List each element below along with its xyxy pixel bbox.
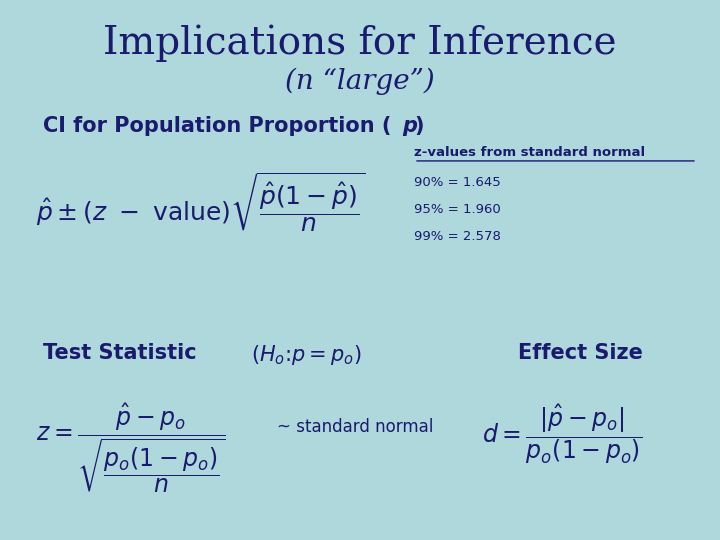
Text: 95% = 1.960: 95% = 1.960 bbox=[414, 202, 500, 215]
Text: p: p bbox=[402, 116, 417, 136]
Text: Implications for Inference: Implications for Inference bbox=[103, 24, 617, 62]
Text: $z = \dfrac{\hat{p} - p_o}{\sqrt{\dfrac{p_o(1-p_o)}{n}}}$: $z = \dfrac{\hat{p} - p_o}{\sqrt{\dfrac{… bbox=[36, 402, 226, 496]
Text: $(H_o\colon p = p_o)$: $(H_o\colon p = p_o)$ bbox=[251, 343, 361, 367]
Text: z-values from standard normal: z-values from standard normal bbox=[414, 146, 645, 159]
Text: 99% = 2.578: 99% = 2.578 bbox=[414, 230, 501, 242]
Text: Effect Size: Effect Size bbox=[518, 343, 643, 363]
Text: 90% = 1.645: 90% = 1.645 bbox=[414, 176, 500, 188]
Text: ): ) bbox=[414, 116, 423, 136]
Text: $d = \dfrac{|\hat{p} - p_o|}{p_o(1-p_o)}$: $d = \dfrac{|\hat{p} - p_o|}{p_o(1-p_o)}… bbox=[482, 402, 642, 466]
Text: ~ standard normal: ~ standard normal bbox=[277, 418, 433, 436]
Text: (n “large”): (n “large”) bbox=[285, 68, 435, 95]
Text: Test Statistic: Test Statistic bbox=[43, 343, 212, 363]
Text: CI for Population Proportion (: CI for Population Proportion ( bbox=[43, 116, 392, 136]
Text: $\hat{p} \pm (z\mathrm{\ -\ value})\sqrt{\dfrac{\hat{p}(1-\hat{p})}{n}}$: $\hat{p} \pm (z\mathrm{\ -\ value})\sqrt… bbox=[36, 170, 365, 233]
